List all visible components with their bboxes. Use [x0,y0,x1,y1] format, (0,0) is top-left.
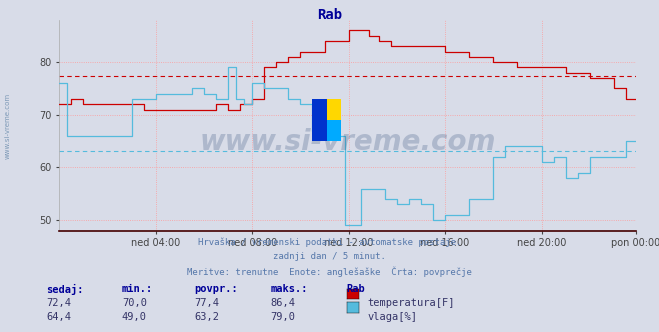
Text: 63,2: 63,2 [194,312,219,322]
Text: www.si-vreme.com: www.si-vreme.com [200,128,496,156]
Text: min.:: min.: [122,284,153,294]
Text: 72,4: 72,4 [46,298,71,308]
Text: sedaj:: sedaj: [46,284,84,295]
Text: 70,0: 70,0 [122,298,147,308]
FancyBboxPatch shape [312,99,341,141]
Text: 79,0: 79,0 [270,312,295,322]
Text: Rab: Rab [317,8,342,22]
Text: www.si-vreme.com: www.si-vreme.com [5,93,11,159]
Text: vlaga[%]: vlaga[%] [367,312,417,322]
Text: 64,4: 64,4 [46,312,71,322]
Text: Hrvaška / vremenski podatki - avtomatske postaje.: Hrvaška / vremenski podatki - avtomatske… [198,237,461,247]
Text: 49,0: 49,0 [122,312,147,322]
Text: temperatura[F]: temperatura[F] [367,298,455,308]
Text: 77,4: 77,4 [194,298,219,308]
FancyBboxPatch shape [312,99,326,141]
Text: Meritve: trenutne  Enote: anglešaške  Črta: povprečje: Meritve: trenutne Enote: anglešaške Črta… [187,267,472,277]
Text: zadnji dan / 5 minut.: zadnji dan / 5 minut. [273,252,386,261]
Text: 86,4: 86,4 [270,298,295,308]
Text: povpr.:: povpr.: [194,284,238,294]
Text: maks.:: maks.: [270,284,308,294]
Text: Rab: Rab [346,284,364,294]
FancyBboxPatch shape [326,120,341,141]
